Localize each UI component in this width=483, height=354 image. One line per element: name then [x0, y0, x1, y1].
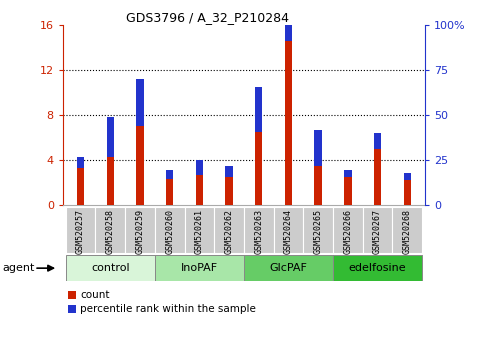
Bar	[333, 255, 422, 281]
Bar	[125, 207, 155, 253]
Bar	[214, 207, 244, 253]
Bar	[273, 207, 303, 253]
Bar	[314, 130, 322, 166]
Bar	[136, 126, 144, 205]
Bar	[136, 79, 144, 126]
Bar	[66, 255, 155, 281]
Bar	[107, 117, 114, 157]
Bar	[303, 207, 333, 253]
Text: GSM520264: GSM520264	[284, 210, 293, 255]
Bar	[403, 181, 411, 205]
Text: GSM520257: GSM520257	[76, 210, 85, 255]
Text: GDS3796 / A_32_P210284: GDS3796 / A_32_P210284	[126, 11, 289, 24]
Bar	[66, 207, 96, 253]
Bar	[255, 87, 262, 132]
Bar	[344, 170, 352, 177]
Bar	[107, 157, 114, 205]
Bar	[96, 207, 125, 253]
Bar	[363, 207, 392, 253]
Bar	[77, 157, 85, 168]
Bar	[244, 207, 273, 253]
Text: GSM520259: GSM520259	[136, 210, 144, 255]
Text: GSM520261: GSM520261	[195, 210, 204, 255]
Bar	[244, 255, 333, 281]
Text: GSM520268: GSM520268	[403, 210, 412, 255]
Text: GlcPAF: GlcPAF	[270, 263, 307, 273]
Bar	[196, 175, 203, 205]
Bar	[155, 207, 185, 253]
Bar	[155, 255, 244, 281]
Bar	[196, 160, 203, 175]
Text: GSM520266: GSM520266	[343, 210, 352, 255]
Bar	[226, 166, 233, 177]
Bar	[166, 170, 173, 179]
Text: GSM520258: GSM520258	[106, 210, 115, 255]
Text: control: control	[91, 263, 129, 273]
Text: GSM520267: GSM520267	[373, 210, 382, 255]
Bar	[285, 41, 292, 205]
Bar	[403, 173, 411, 181]
Bar	[255, 132, 262, 205]
Bar	[392, 207, 422, 253]
Bar	[77, 168, 85, 205]
Text: GSM520265: GSM520265	[313, 210, 323, 255]
Bar	[185, 207, 214, 253]
Text: edelfosine: edelfosine	[349, 263, 406, 273]
Bar	[285, 0, 292, 41]
Bar	[226, 177, 233, 205]
Bar	[314, 166, 322, 205]
Text: GSM520263: GSM520263	[254, 210, 263, 255]
Text: InoPAF: InoPAF	[181, 263, 218, 273]
Legend: count, percentile rank within the sample: count, percentile rank within the sample	[68, 290, 256, 314]
Bar	[166, 179, 173, 205]
Text: agent: agent	[2, 263, 35, 273]
Bar	[374, 133, 381, 149]
Text: GSM520260: GSM520260	[165, 210, 174, 255]
Text: GSM520262: GSM520262	[225, 210, 234, 255]
Bar	[333, 207, 363, 253]
Bar	[374, 149, 381, 205]
Bar	[344, 177, 352, 205]
